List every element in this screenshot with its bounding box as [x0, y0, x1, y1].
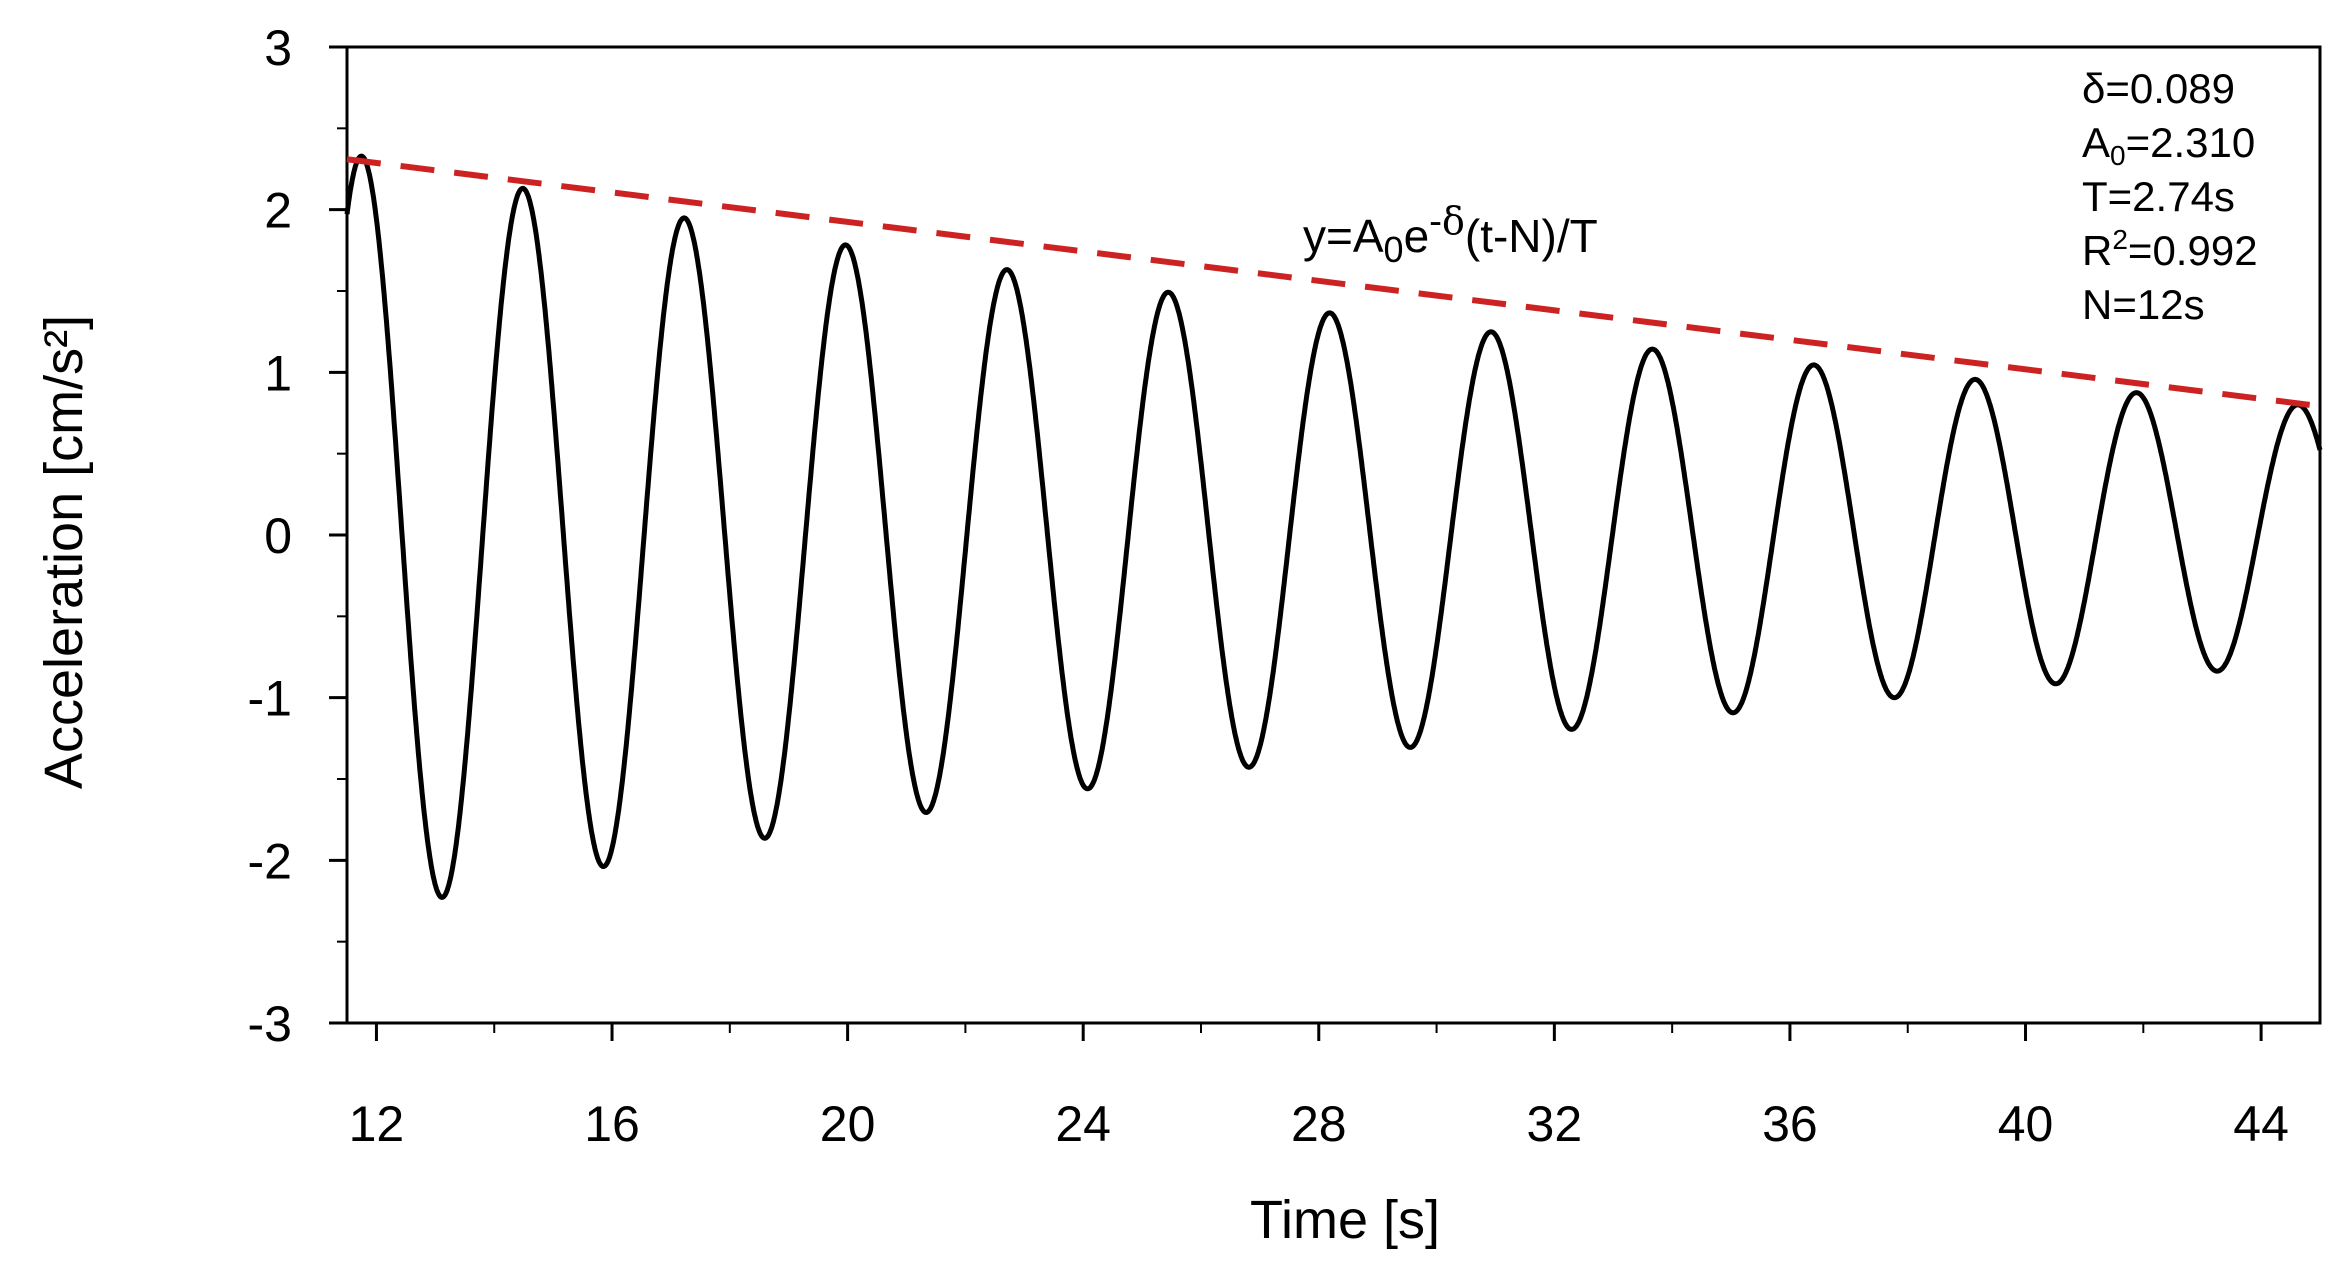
x-tick-label: 44	[2233, 1096, 2289, 1152]
x-tick-label: 12	[349, 1096, 405, 1152]
x-tick-label: 24	[1055, 1096, 1111, 1152]
y-tick-label: -2	[248, 833, 292, 889]
y-axis: 3 2 1 0 -1 -2 -3	[248, 20, 347, 1052]
y-tick-label: 2	[264, 183, 292, 239]
param-A0: A0=2.310	[2082, 119, 2255, 171]
x-axis-title: Time [s]	[1250, 1190, 1440, 1250]
envelope-dashed-line	[346, 156, 2321, 410]
x-tick-label: 36	[1762, 1096, 1818, 1152]
series-layer	[344, 153, 2323, 900]
x-axis: 12 16 20 24 28 32 36 40 44	[349, 1023, 2289, 1152]
x-tick-label: 40	[1998, 1096, 2054, 1152]
x-tick-label: 16	[584, 1096, 640, 1152]
y-axis-title: Acceleration [cm/s²]	[34, 315, 94, 789]
x-tick-label: 28	[1291, 1096, 1347, 1152]
x-tick-label: 20	[820, 1096, 876, 1152]
acceleration-line	[344, 153, 2323, 900]
y-tick-label: -3	[248, 996, 292, 1052]
envelope-equation: y=A0e-δ(t-N)/T	[1303, 199, 1598, 270]
x-tick-label: 32	[1527, 1096, 1583, 1152]
param-R2: R2=0.992	[2082, 224, 2258, 274]
param-delta: δ=0.089	[2082, 65, 2235, 112]
param-T: T=2.74s	[2082, 173, 2235, 220]
y-tick-label: 0	[264, 508, 292, 564]
y-tick-label: 3	[264, 20, 292, 76]
y-tick-label: -1	[248, 671, 292, 727]
param-N: N=12s	[2082, 281, 2205, 328]
y-tick-label: 1	[264, 345, 292, 401]
